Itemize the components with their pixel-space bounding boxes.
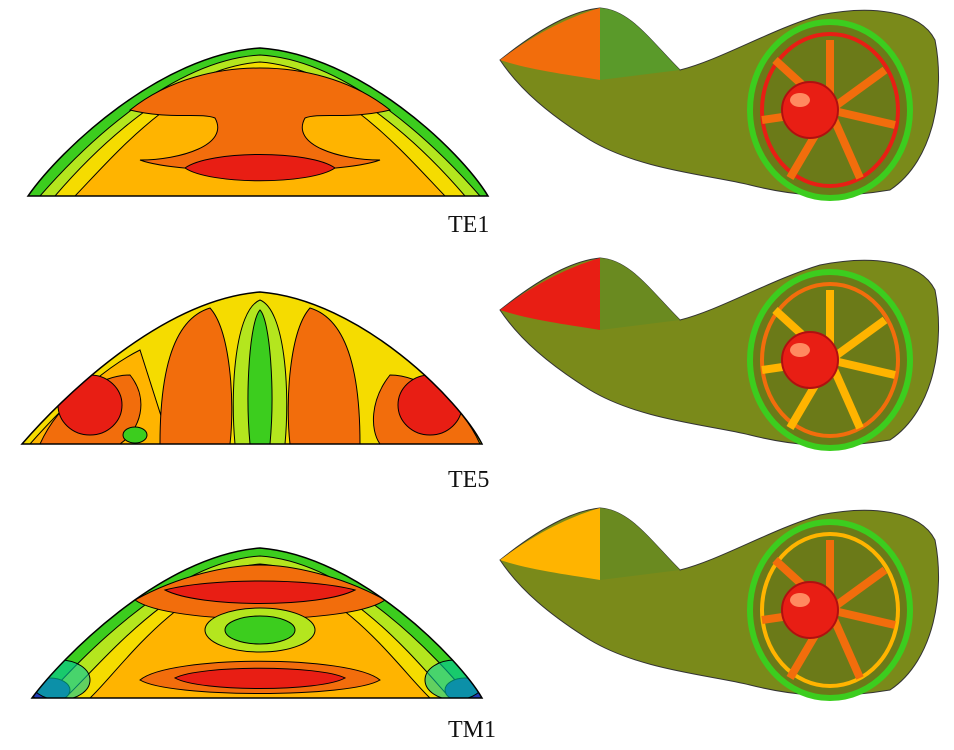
panel-te1: TE1 (0, 0, 954, 250)
panel-label-tm1: TM1 (448, 717, 496, 743)
cross-section-outline (30, 547, 484, 699)
cross-section-outline (26, 47, 490, 197)
cross-section-field-tm1 (30, 547, 484, 699)
duct-3d-render-te1 (499, 7, 940, 201)
panel-tm1: TM1 (0, 500, 954, 750)
cross-section-field-te1 (26, 47, 490, 197)
panel-label-te5: TE5 (448, 467, 490, 493)
panel-label-te1: TE1 (448, 212, 490, 238)
cross-section-outline (20, 291, 484, 445)
duct-3d-render-te5 (499, 257, 940, 451)
cross-section-field-te5 (20, 291, 484, 445)
duct-3d-render-tm1 (499, 507, 940, 701)
panel-te5: TE5 (0, 250, 954, 500)
